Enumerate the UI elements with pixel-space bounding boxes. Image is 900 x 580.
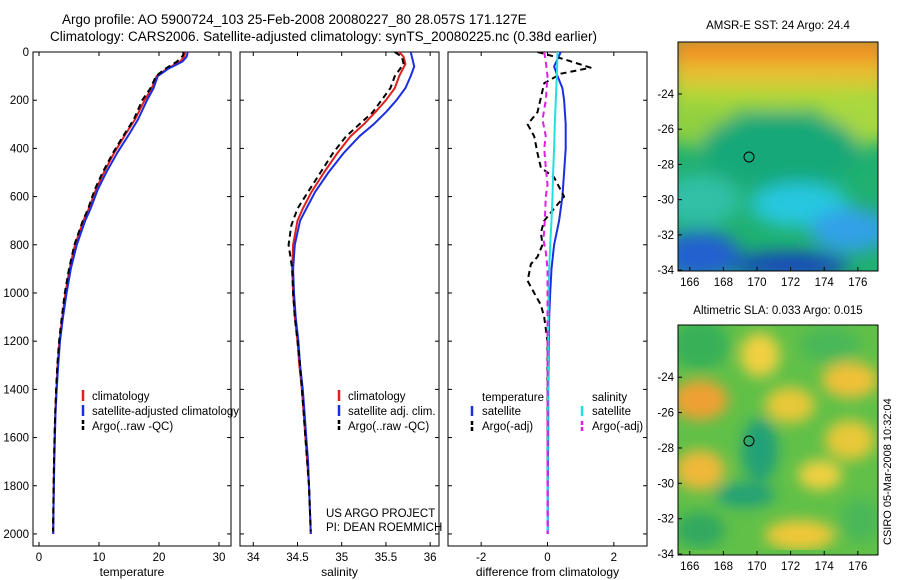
difference-x-axis-label: difference from climatology: [476, 565, 619, 579]
x-tick-label: 36: [424, 552, 437, 564]
x-tick-label: 0: [36, 552, 42, 564]
map-y-tick-label: -34: [657, 549, 674, 561]
legend-group-title: temperature: [482, 392, 544, 404]
map-x-tick-label: 170: [747, 277, 766, 289]
sst-field: [678, 42, 878, 271]
y-tick-label: 1600: [3, 433, 29, 445]
map-y-tick-label: -30: [657, 478, 674, 490]
legend-entry-label: satellite-adjusted climatology: [92, 406, 239, 418]
x-tick-label: 34: [247, 552, 260, 564]
x-tick-label: 10: [93, 552, 106, 564]
sst-argo-marker: [743, 151, 755, 163]
temperature-x-axis-label: temperature: [100, 565, 165, 579]
legend-entry-label: climatology: [92, 391, 150, 403]
x-tick-label: 34.5: [286, 552, 308, 564]
salinity-plot-frame: [239, 51, 440, 547]
map-x-tick-label: 176: [848, 561, 867, 573]
map-x-tick-label: 166: [680, 561, 699, 573]
map-y-tick-label: -32: [657, 514, 674, 526]
y-tick-label: 800: [10, 240, 29, 252]
pi-credit: PI: DEAN ROEMMICH: [326, 522, 443, 534]
series-line: [291, 52, 407, 535]
x-tick-label: -2: [476, 552, 486, 564]
sla-map: 166 168 170 172 174 176 -24 -26 -28 -30 -32 -34: [657, 324, 879, 573]
map-x-tick-label: 168: [714, 277, 733, 289]
y-tick-label: 1000: [3, 288, 29, 300]
map-x-tick-label: 168: [714, 561, 733, 573]
profile-title: Argo profile: AO 5900724_103 25-Feb-2008…: [62, 12, 527, 27]
legend-entry-label: Argo(-adj): [482, 421, 533, 433]
map-y-tick-label: -26: [657, 408, 674, 420]
difference-series-group: [526, 52, 592, 535]
x-tick-label: 2: [611, 552, 617, 564]
series-line: [526, 52, 592, 534]
sst-map-axes: 166 168 170 172 174 176 -24 -26 -28 -30 -32 -34: [657, 89, 867, 289]
salinity-panel: 34 34.5 35 35.5 36 salinity climatology satelli…: [239, 51, 440, 579]
x-tick-label: 35: [335, 552, 348, 564]
y-tick-label: 0: [23, 47, 29, 59]
map-x-tick-label: 174: [815, 277, 835, 289]
legend-entry-label: satellite: [482, 406, 521, 418]
temperature-legend: climatology satellite-adjusted climatolog…: [81, 390, 239, 433]
legend-entry-label: Argo(-adj): [592, 421, 643, 433]
salinity-x-axis-label: salinity: [321, 565, 358, 579]
series-line: [541, 52, 549, 534]
temperature-panel: 0 10 20 30 0 200 400 600 800 1000 1200 1400 1600 1800…: [3, 47, 239, 579]
series-line: [52, 52, 189, 535]
map-x-tick-label: 166: [680, 277, 699, 289]
y-tick-label: 1200: [3, 336, 29, 348]
sst-map: 166 168 170 172 174 176 -24 -26 -28 -30 -32 -34: [657, 41, 879, 289]
y-tick-label: 400: [10, 143, 29, 155]
sla-argo-marker: [743, 435, 755, 447]
sst-map-title: AMSR-E SST: 24 Argo: 24.4: [706, 20, 850, 32]
series-line: [287, 52, 405, 532]
sla-field: [678, 325, 878, 550]
project-credit: US ARGO PROJECT: [326, 508, 436, 520]
series-line: [292, 52, 416, 535]
x-tick-label: 20: [153, 552, 166, 564]
legend-entry-label: Argo(..raw -QC): [348, 421, 429, 433]
map-x-tick-label: 174: [815, 561, 835, 573]
y-tick-label: 200: [10, 95, 29, 107]
sst-map-frame: [677, 41, 879, 272]
legend-entry-label: satellite adj. clim.: [348, 406, 436, 418]
x-tick-label: 35.5: [375, 552, 397, 564]
x-tick-label: 0: [544, 552, 550, 564]
legend-group-title: salinity: [592, 392, 627, 404]
salinity-series-group: [287, 52, 416, 535]
map-x-tick-label: 170: [747, 561, 766, 573]
salinity-legend: climatology satellite adj. clim. Argo(..ra…: [337, 390, 436, 433]
map-y-tick-label: -24: [657, 372, 674, 384]
map-x-tick-label: 176: [848, 277, 867, 289]
map-x-tick-label: 172: [781, 561, 800, 573]
map-y-tick-label: -26: [657, 124, 674, 136]
x-tick-label: 30: [213, 552, 226, 564]
y-tick-label: 600: [10, 192, 29, 204]
y-tick-label: 2000: [3, 529, 29, 541]
map-y-tick-label: -32: [657, 230, 674, 242]
difference-legend: temperature satellite Argo(-adj) salinity sa…: [470, 392, 643, 433]
legend-entry-label: satellite: [592, 406, 631, 418]
sla-map-axes: 166 168 170 172 174 176 -24 -26 -28 -30 -32 -34: [657, 372, 867, 573]
temperature-plot-frame: [32, 51, 232, 547]
legend-entry-label: climatology: [348, 391, 406, 403]
legend-entry-label: Argo(..raw -QC): [92, 421, 173, 433]
series-line: [52, 52, 187, 535]
map-x-tick-label: 172: [781, 277, 800, 289]
y-tick-label: 1400: [3, 384, 29, 396]
map-y-tick-label: -30: [657, 195, 674, 207]
sla-map-title: Altimetric SLA: 0.033 Argo: 0.015: [693, 305, 863, 317]
climatology-title: Climatology: CARS2006. Satellite-adjuste…: [50, 29, 598, 44]
sla-map-frame: [677, 324, 879, 556]
y-tick-label: 1800: [3, 481, 29, 493]
temperature-series-group: [52, 52, 189, 535]
series-line: [546, 52, 567, 534]
map-y-tick-label: -24: [657, 89, 674, 101]
map-y-tick-label: -28: [657, 159, 674, 171]
series-line: [52, 52, 185, 532]
map-y-tick-label: -28: [657, 443, 674, 455]
map-y-tick-label: -34: [657, 265, 674, 277]
